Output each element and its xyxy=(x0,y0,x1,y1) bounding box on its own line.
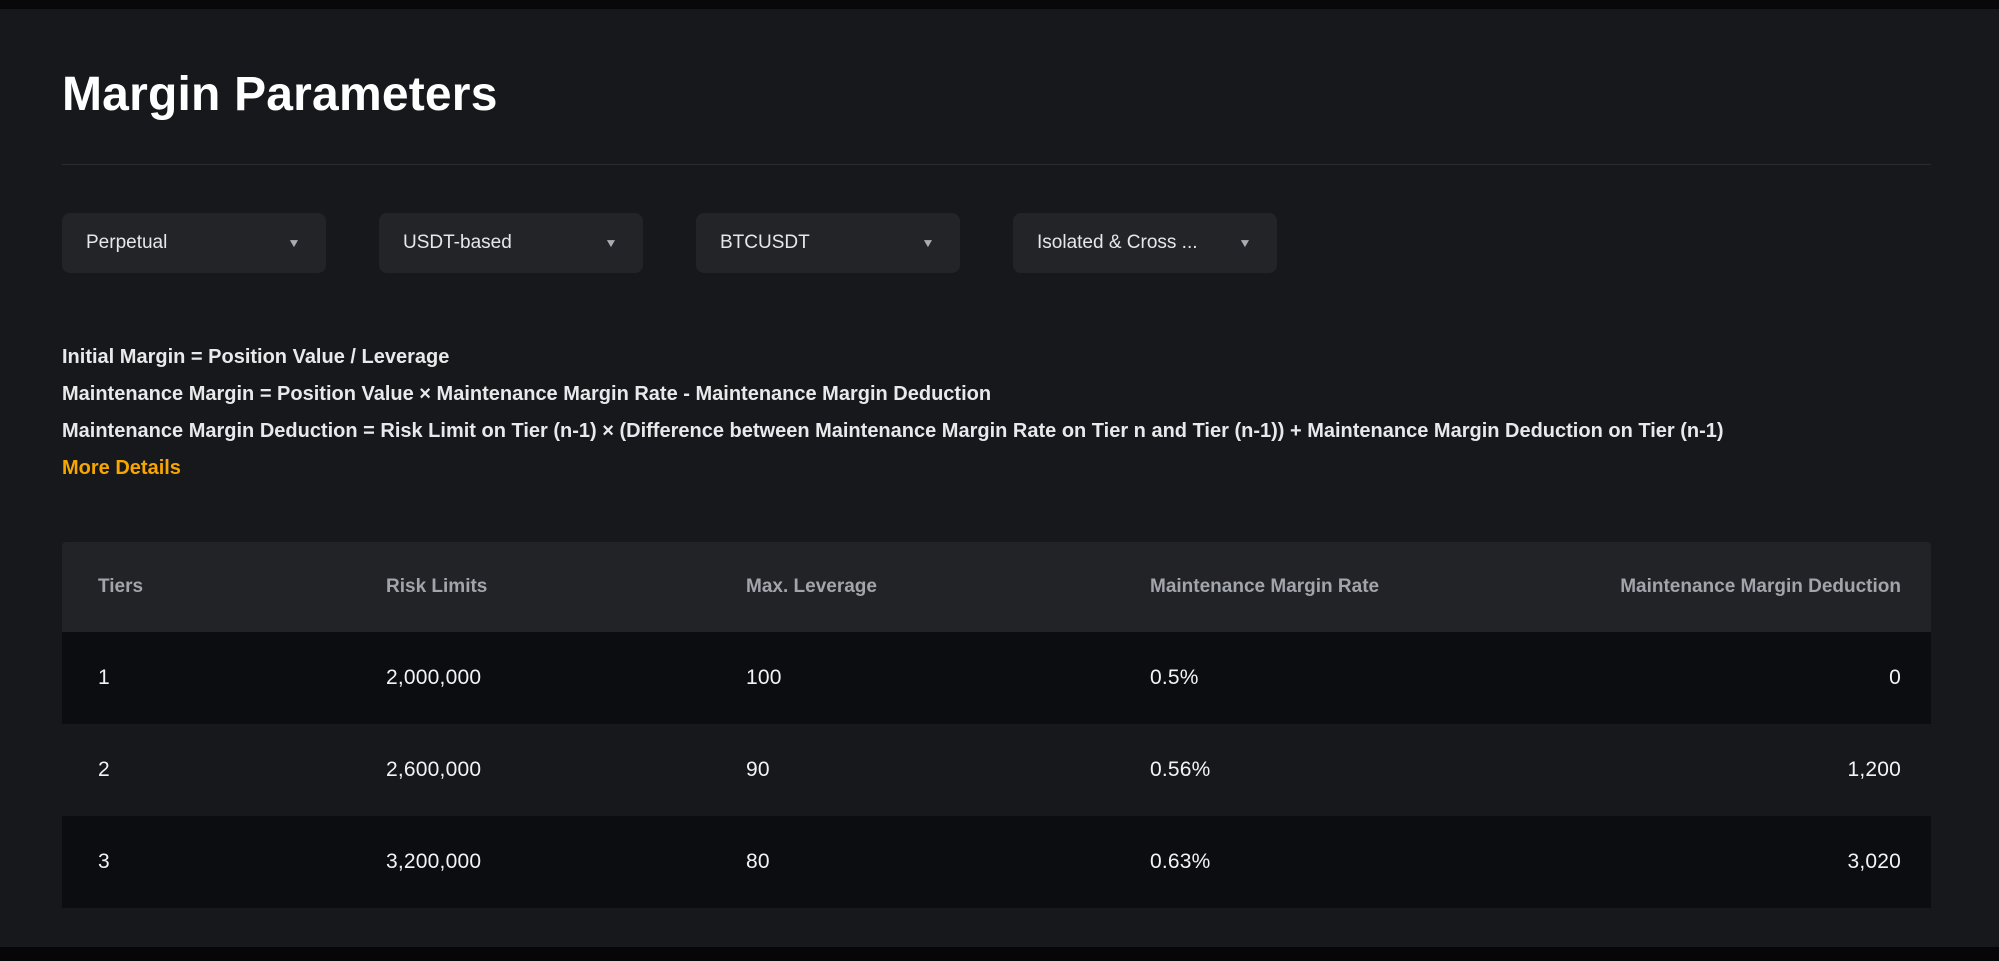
page-top-edge xyxy=(0,0,1999,9)
symbol-dropdown[interactable]: BTCUSDT ▼ xyxy=(696,213,960,273)
more-details-link[interactable]: More Details xyxy=(62,457,181,479)
chevron-down-icon: ▼ xyxy=(1238,236,1252,250)
table-row: 2 2,600,000 90 0.56% 1,200 xyxy=(62,724,1931,816)
page-bottom-edge xyxy=(0,947,1999,961)
column-header-risk-limits: Risk Limits xyxy=(386,576,488,597)
page-content: Margin Parameters Perpetual ▼ USDT-based… xyxy=(62,0,1931,908)
table-row: 1 2,000,000 100 0.5% 0 xyxy=(62,632,1931,724)
mm-rate-cell: 0.63% xyxy=(1150,850,1211,873)
chevron-down-icon: ▼ xyxy=(287,236,301,250)
column-header-tiers: Tiers xyxy=(98,576,144,597)
risk-limit-cell: 3,200,000 xyxy=(386,850,482,873)
risk-limit-cell: 2,000,000 xyxy=(386,666,482,689)
margin-mode-dropdown[interactable]: Isolated & Cross ... ▼ xyxy=(1013,213,1277,273)
margin-currency-dropdown[interactable]: USDT-based ▼ xyxy=(379,213,643,273)
margin-mode-value: Isolated & Cross ... xyxy=(1037,232,1198,253)
column-header-mm-rate: Maintenance Margin Rate xyxy=(1150,576,1380,597)
mm-rate-cell: 0.56% xyxy=(1150,758,1211,781)
mm-deduction-cell: 0 xyxy=(1889,666,1901,689)
contract-type-value: Perpetual xyxy=(86,232,168,253)
risk-limit-cell: 2,600,000 xyxy=(386,758,482,781)
tier-cell: 1 xyxy=(98,666,110,689)
margin-tiers-table: Tiers Risk Limits Max. Leverage Maintena… xyxy=(62,542,1931,908)
chevron-down-icon: ▼ xyxy=(921,236,935,250)
filters-bar: Perpetual ▼ USDT-based ▼ BTCUSDT ▼ Isola… xyxy=(62,213,1931,273)
max-leverage-cell: 90 xyxy=(746,758,770,781)
formula-initial-margin: Initial Margin = Position Value / Levera… xyxy=(62,346,450,368)
tier-cell: 2 xyxy=(98,758,110,781)
formula-maintenance-margin-deduction: Maintenance Margin Deduction = Risk Limi… xyxy=(62,420,1724,442)
max-leverage-cell: 80 xyxy=(746,850,770,873)
column-header-max-leverage: Max. Leverage xyxy=(746,576,877,597)
mm-deduction-cell: 3,020 xyxy=(1847,850,1901,873)
mm-rate-cell: 0.5% xyxy=(1150,666,1199,689)
formula-maintenance-margin: Maintenance Margin = Position Value × Ma… xyxy=(62,383,992,405)
chevron-down-icon: ▼ xyxy=(604,236,618,250)
contract-type-dropdown[interactable]: Perpetual ▼ xyxy=(62,213,326,273)
page-title: Margin Parameters xyxy=(62,68,498,121)
max-leverage-cell: 100 xyxy=(746,666,782,689)
title-divider xyxy=(62,164,1931,165)
symbol-value: BTCUSDT xyxy=(720,232,810,253)
margin-currency-value: USDT-based xyxy=(403,232,512,253)
table-row: 3 3,200,000 80 0.63% 3,020 xyxy=(62,816,1931,908)
tier-cell: 3 xyxy=(98,850,110,873)
formula-block: Initial Margin = Position Value / Levera… xyxy=(62,339,1931,487)
mm-deduction-cell: 1,200 xyxy=(1847,758,1901,781)
column-header-mm-deduction: Maintenance Margin Deduction xyxy=(1620,576,1901,597)
table-header-row: Tiers Risk Limits Max. Leverage Maintena… xyxy=(62,542,1931,632)
